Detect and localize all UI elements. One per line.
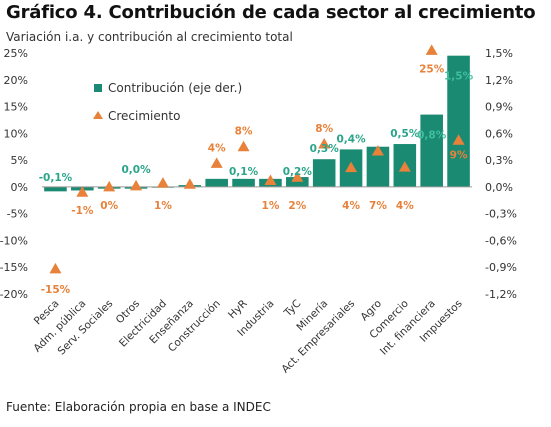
bar-data-label: -0,1% [39,172,73,184]
bar-data-label: 0,0% [122,164,152,176]
marker-data-label: 1% [262,200,280,212]
y-right-tick-label: 0,3% [485,154,513,167]
marker-crecimiento [345,161,358,173]
bar-contribucion [205,178,228,187]
y-left-tick-label: 20% [4,74,28,87]
y-left-tick-label: 5% [11,154,28,167]
chart-subtitle: Variación i.a. y contribución al crecimi… [6,30,293,44]
x-category-label: HyR [226,298,250,322]
y-right-tick-label: -0,6% [485,234,517,247]
y-left-tick-label: -15% [0,261,28,274]
marker-crecimiento [183,178,196,189]
bar-data-label: 0,4% [337,133,367,145]
x-category-label: TyC [281,298,303,320]
y-right-tick-label: 0,9% [485,101,513,114]
y-right-tick-label: -0,9% [485,261,517,274]
marker-data-label: 0% [100,200,118,212]
y-right-tick-label: 1,5% [485,47,513,60]
marker-data-label: -1% [71,205,94,217]
marker-crecimiento [76,186,89,197]
bar-contribucion [447,55,470,187]
y-left-tick-label: 0% [11,181,28,194]
bar-contribucion [286,177,309,187]
y-left-tick-label: 25% [4,47,28,60]
y-left-tick-label: -10% [0,234,28,247]
marker-data-label: 4% [208,142,226,154]
y-right-tick-label: 0,0% [485,181,513,194]
y-left-tick-label: -5% [7,208,28,221]
marker-crecimiento [398,161,411,172]
source-note: Fuente: Elaboración propia en base a IND… [6,400,271,414]
bar-contribucion [366,146,390,187]
y-left-tick-label: 10% [4,127,28,140]
marker-crecimiento [130,179,143,191]
legend-triangle-swatch [93,111,103,119]
marker-data-label: 1% [154,200,172,212]
marker-data-label: 2% [288,200,306,212]
y-left-tick-label: 15% [4,101,28,114]
y-right-tick-label: 1,2% [485,74,513,87]
bar-data-label: 0,3% [310,143,340,155]
marker-crecimiento [264,174,277,185]
y-right-tick-label: -0,3% [485,208,517,221]
y-right-tick-label: -1,2% [485,288,517,301]
marker-crecimiento [425,44,438,55]
marker-data-label: -15% [41,284,71,296]
marker-data-label: 7% [369,200,387,212]
marker-crecimiento [291,171,304,182]
bar-data-label: 0,5% [390,128,420,140]
marker-data-label: 4% [342,200,360,212]
marker-data-label: 25% [419,63,445,75]
marker-crecimiento [103,180,116,192]
y-left-tick-label: -20% [0,288,28,301]
legend-label-contribucion: Contribución (eje der.) [108,81,242,95]
chart-title: Gráfico 4. Contribución de cada sector a… [6,2,536,23]
marker-data-label: 8% [315,123,333,135]
y-right-tick-label: 0,6% [485,127,513,140]
marker-crecimiento [210,157,223,168]
legend-bar-swatch [94,84,102,92]
marker-data-label: 9% [450,149,468,161]
bar-contribucion [44,186,67,192]
bar-data-label: 1,5% [444,71,474,83]
marker-data-label: 4% [396,200,414,212]
marker-crecimiento [237,140,250,152]
bar-contribucion [232,178,255,187]
bar-contribucion [420,114,443,187]
bar-data-label: 0,2% [283,166,313,178]
marker-crecimiento [49,262,62,274]
marker-crecimiento [371,145,384,156]
bar-data-label: 0,1% [229,166,259,178]
marker-crecimiento [156,177,169,188]
bar-data-label: 0,8% [417,130,447,142]
combo-chart: -20% -15% -10% -5% 0% 5% 10% 15% 20% 25% -1,2% -0,9… [0,44,517,375]
bar-contribucion [312,159,336,187]
marker-crecimiento [452,134,465,145]
marker-data-label: 8% [235,126,253,138]
marker-crecimiento [318,138,331,149]
legend-label-crecimiento: Crecimiento [108,109,180,123]
